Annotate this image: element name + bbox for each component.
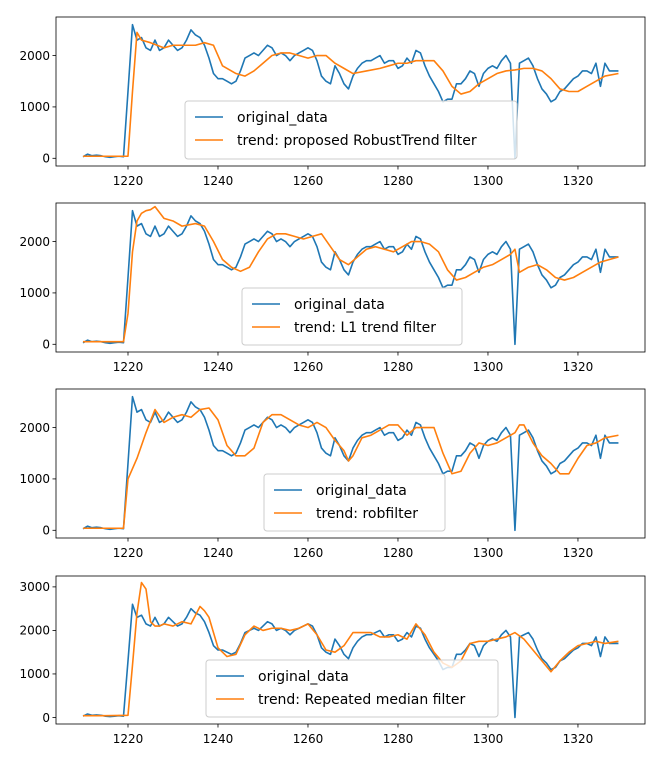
x-tick-label: 1260 [293,732,324,746]
axes-frame [55,575,646,725]
y-tick-label: 3000 [19,580,50,594]
x-tick-label: 1280 [383,174,414,188]
x-tick-label: 1220 [113,546,144,560]
x-tick-label: 1220 [113,360,144,374]
x-tick-label: 1240 [203,360,234,374]
original-data-line [82,209,619,346]
legend-label-trend: trend: proposed RobustTrend filter [237,133,477,149]
legend: original_data trend: Repeated median filt… [205,659,499,718]
x-tick-label: 1320 [563,732,594,746]
legend-label-original: original_data [316,483,407,499]
x-tick-label: 1220 [113,732,144,746]
x-tick-label: 1280 [383,546,414,560]
x-tick-label: 1220 [113,174,144,188]
y-tick-label: 0 [42,338,50,352]
y-tick-label: 1000 [19,286,50,300]
trend-line [83,31,619,158]
legend-label-original: original_data [237,110,328,126]
legend-box [184,100,518,160]
trend-line [83,581,619,717]
chart-panel-4: 0 1000 2000 3000 1220 1240 1260 1280 1300 1320 ori… [19,575,646,746]
x-tick-label: 1240 [203,732,234,746]
original-data-line [82,23,619,160]
x-tick-label: 1300 [473,174,504,188]
legend-box [205,659,499,718]
x-tick-label: 1280 [383,360,414,374]
y-tick-label: 2000 [19,49,50,63]
axes-frame [55,388,646,539]
x-tick-label: 1240 [203,546,234,560]
legend-label-trend: trend: robfilter [316,506,418,522]
original-data-line [82,395,619,532]
legend-label-original: original_data [294,297,385,313]
axes-frame [55,202,646,353]
y-tick-label: 0 [42,152,50,166]
chart-panel-1: 0 1000 2000 1220 1240 1260 1280 1300 1320 origina… [19,16,646,188]
trend-line [83,205,619,343]
y-tick-label: 2000 [19,421,50,435]
original-data-line [82,603,619,719]
x-tick-label: 1300 [473,546,504,560]
chart-panel-2: 0 1000 2000 1220 1240 1260 1280 1300 1320 origina… [19,202,646,374]
legend-label-trend: trend: Repeated median filter [258,692,465,708]
x-tick-label: 1300 [473,732,504,746]
y-tick-label: 0 [42,711,50,725]
legend-label-trend: trend: L1 trend filter [294,320,436,336]
x-tick-label: 1280 [383,732,414,746]
y-tick-label: 1000 [19,472,50,486]
x-tick-label: 1300 [473,360,504,374]
y-tick-label: 0 [42,524,50,538]
x-tick-label: 1320 [563,174,594,188]
legend: original_data trend: robfilter [263,473,446,532]
legend: original_data trend: proposed RobustTrend… [184,100,518,160]
legend-box [263,473,446,532]
legend-label-original: original_data [258,669,349,685]
x-tick-label: 1320 [563,360,594,374]
x-tick-label: 1240 [203,174,234,188]
y-tick-label: 1000 [19,667,50,681]
trend-line [83,407,619,530]
x-tick-label: 1260 [293,360,324,374]
x-tick-label: 1260 [293,174,324,188]
chart-panel-3: 0 1000 2000 1220 1240 1260 1280 1300 1320 origina… [19,388,646,560]
y-tick-label: 2000 [19,624,50,638]
x-tick-label: 1260 [293,546,324,560]
y-tick-label: 2000 [19,235,50,249]
y-tick-label: 1000 [19,100,50,114]
legend: original_data trend: L1 trend filter [241,287,463,346]
axes-frame [55,16,646,167]
legend-box [241,287,463,346]
x-tick-label: 1320 [563,546,594,560]
